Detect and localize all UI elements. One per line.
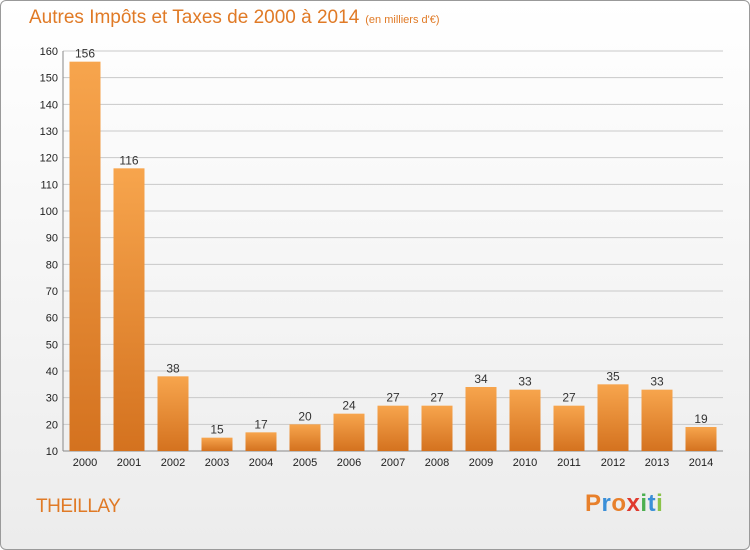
bar-2000 bbox=[69, 61, 101, 452]
x-tick-label-2001: 2001 bbox=[117, 457, 141, 469]
value-label-2010: 33 bbox=[518, 375, 532, 389]
y-tick-label: 50 bbox=[46, 339, 58, 351]
x-tick-label-2014: 2014 bbox=[689, 457, 713, 469]
proxiti-logo[interactable]: Proxiti bbox=[585, 490, 663, 518]
bar-2002 bbox=[157, 376, 189, 451]
logo-letter: r bbox=[601, 490, 612, 517]
value-label-2003: 15 bbox=[210, 423, 224, 437]
bar-2010 bbox=[509, 389, 541, 451]
y-tick-label: 140 bbox=[40, 99, 58, 111]
value-label-2004: 17 bbox=[254, 417, 268, 431]
y-tick-label: 30 bbox=[46, 393, 58, 405]
bar-2013 bbox=[641, 389, 673, 451]
bar-2007 bbox=[377, 405, 409, 451]
bar-2006 bbox=[333, 413, 365, 451]
logo-letter: o bbox=[611, 490, 627, 517]
chart-title: Autres Impôts et Taxes de 2000 à 2014 (en… bbox=[29, 7, 440, 29]
value-label-2007: 27 bbox=[386, 391, 400, 405]
y-tick-label: 40 bbox=[46, 366, 58, 378]
value-label-2000: 156 bbox=[75, 47, 95, 61]
y-tick-label: 70 bbox=[46, 286, 58, 298]
bar-2014 bbox=[685, 427, 717, 451]
value-label-2005: 20 bbox=[298, 409, 312, 423]
bar-2003 bbox=[201, 437, 233, 451]
value-label-2011: 27 bbox=[562, 391, 576, 405]
bar-2009 bbox=[465, 387, 497, 451]
x-tick-label-2012: 2012 bbox=[601, 457, 625, 469]
value-label-2008: 27 bbox=[430, 391, 444, 405]
x-tick-label-2002: 2002 bbox=[161, 457, 185, 469]
bar-2004 bbox=[245, 432, 277, 451]
value-label-2013: 33 bbox=[650, 375, 664, 389]
x-tick-label-2004: 2004 bbox=[249, 457, 273, 469]
y-tick-label: 110 bbox=[40, 179, 58, 191]
chart-unit: (en milliers d'€) bbox=[365, 14, 440, 26]
y-tick-label: 80 bbox=[46, 259, 58, 271]
x-tick-label-2008: 2008 bbox=[425, 457, 449, 469]
city-name: THEILLAY bbox=[36, 496, 121, 517]
x-tick-label-2005: 2005 bbox=[293, 457, 317, 469]
y-tick-label: 100 bbox=[40, 206, 58, 218]
value-label-2006: 24 bbox=[342, 399, 356, 413]
logo-letter: t bbox=[647, 490, 657, 517]
x-tick-label-2007: 2007 bbox=[381, 457, 405, 469]
data-labels: 156 116 38 15 17 20 24 27 27 34 33 27 35 33 19 bbox=[75, 47, 708, 437]
logo-letter: i bbox=[640, 490, 648, 517]
logo-letter: x bbox=[626, 490, 641, 517]
y-tick-label: 150 bbox=[40, 73, 58, 85]
x-tick-label-2009: 2009 bbox=[469, 457, 493, 469]
y-tick-label: 60 bbox=[46, 313, 58, 325]
x-tick-label-2003: 2003 bbox=[205, 457, 229, 469]
bars bbox=[69, 61, 717, 452]
y-tick-label: 120 bbox=[40, 153, 58, 165]
y-tick-label: 90 bbox=[46, 233, 58, 245]
value-label-2009: 34 bbox=[474, 372, 488, 386]
x-tick-label-2000: 2000 bbox=[73, 457, 97, 469]
value-label-2012: 35 bbox=[606, 369, 620, 383]
bar-2005 bbox=[289, 424, 321, 451]
bar-2011 bbox=[553, 405, 585, 451]
y-tick-label: 10 bbox=[46, 446, 58, 458]
x-tick-label-2011: 2011 bbox=[557, 457, 581, 469]
logo-letter: P bbox=[585, 490, 602, 517]
y-tick-label: 20 bbox=[46, 419, 58, 431]
x-tick-label-2006: 2006 bbox=[337, 457, 361, 469]
y-tick-label: 130 bbox=[40, 126, 58, 138]
logo-letter: i bbox=[656, 490, 664, 517]
bar-2008 bbox=[421, 405, 453, 451]
x-tick-label-2010: 2010 bbox=[513, 457, 537, 469]
bar-2001 bbox=[113, 168, 145, 452]
y-tick-label: 160 bbox=[40, 46, 58, 58]
value-label-2002: 38 bbox=[166, 361, 180, 375]
value-label-2001: 116 bbox=[119, 153, 138, 167]
x-tick-label-2013: 2013 bbox=[645, 457, 669, 469]
bar-2012 bbox=[597, 384, 629, 451]
value-label-2014: 19 bbox=[694, 412, 708, 426]
chart-title-text: Autres Impôts et Taxes de 2000 à 2014 bbox=[29, 7, 360, 28]
